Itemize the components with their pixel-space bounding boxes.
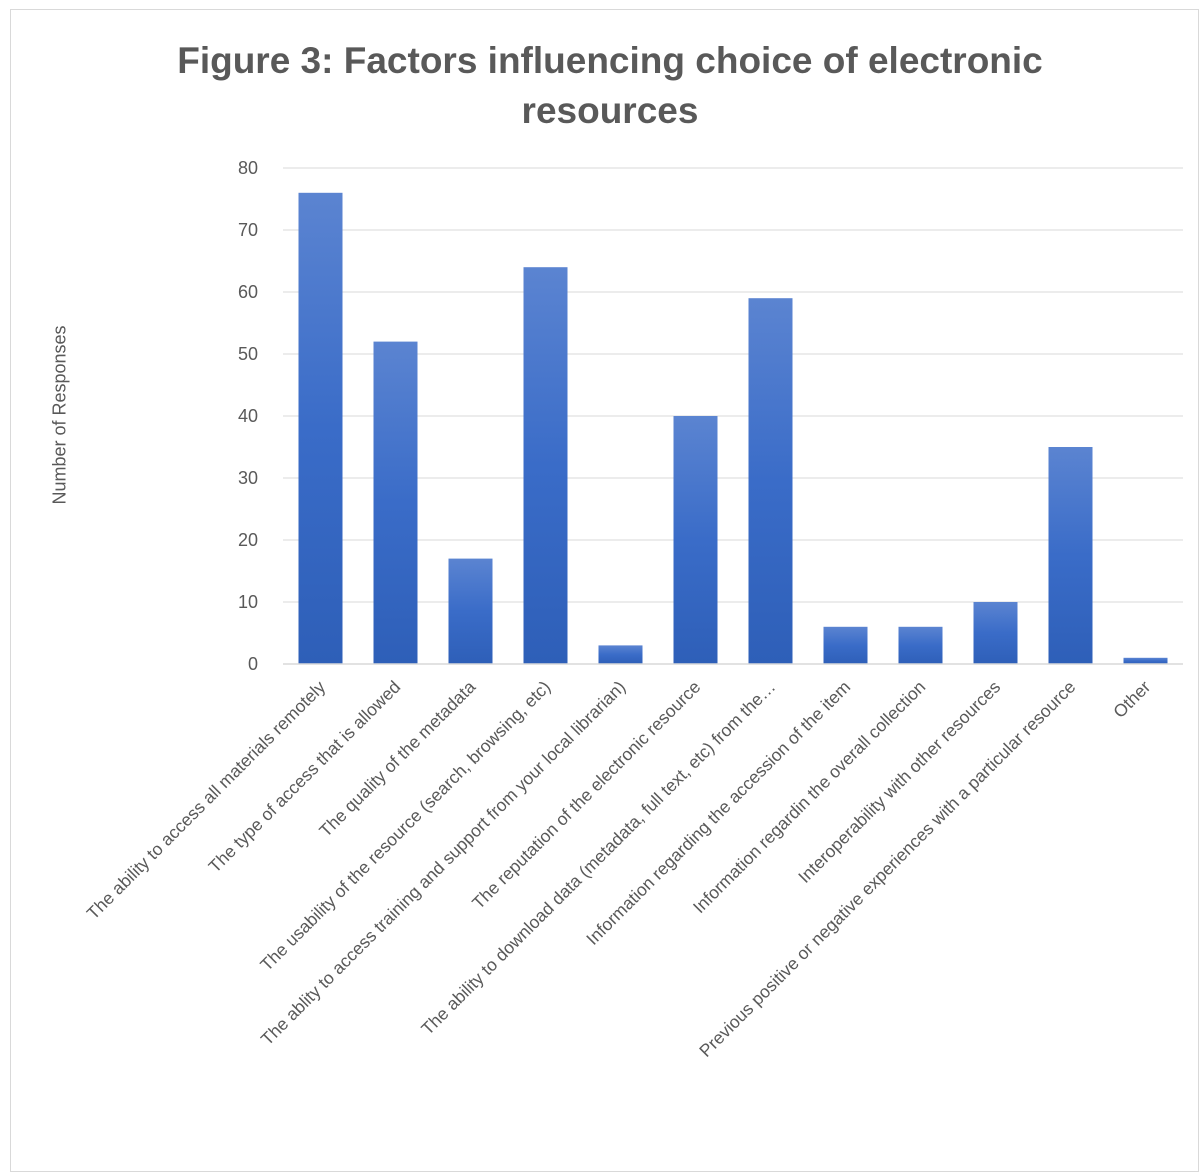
bar xyxy=(373,341,418,664)
bar xyxy=(1048,447,1093,664)
bar xyxy=(673,416,718,664)
y-tick-label: 30 xyxy=(238,468,258,488)
y-tick-label: 80 xyxy=(238,158,258,178)
x-category-label: The quality of the metadata xyxy=(315,676,479,840)
chart-area xyxy=(10,9,1199,1172)
bar xyxy=(523,267,568,664)
bar xyxy=(898,626,943,664)
bars xyxy=(298,192,1168,665)
bar xyxy=(748,298,793,664)
y-tick-label: 0 xyxy=(248,654,258,674)
bar xyxy=(973,602,1018,664)
y-tick-label: 10 xyxy=(238,592,258,612)
x-category-label: Other xyxy=(1109,677,1154,722)
bar xyxy=(598,645,643,664)
x-category-label: Previous positive or negative experience… xyxy=(695,677,1079,1061)
chart-title-line-1: Figure 3: Factors influencing choice of … xyxy=(177,40,1043,81)
y-tick-label: 60 xyxy=(238,282,258,302)
y-axis-ticks: 0 10 20 30 40 50 60 70 80 xyxy=(238,158,258,674)
bar xyxy=(1123,657,1168,664)
y-tick-label: 50 xyxy=(238,344,258,364)
x-category-label: The ability to download data (metadata, … xyxy=(417,677,779,1039)
chart-title: Figure 3: Factors influencing choice of … xyxy=(0,36,1200,136)
y-tick-label: 40 xyxy=(238,406,258,426)
gridlines xyxy=(283,167,1183,603)
y-tick-label: 70 xyxy=(238,220,258,240)
x-axis-category-labels: The ability to access all materials remo… xyxy=(83,676,1155,1060)
x-category-label: Information regarding the accession of t… xyxy=(582,677,854,949)
x-category-label: The ablity to access training and suppor… xyxy=(257,677,629,1049)
bar xyxy=(823,626,868,664)
y-tick-label: 20 xyxy=(238,530,258,550)
chart-title-line-2: resources xyxy=(521,90,699,131)
x-category-label: The usability of the resource (search, b… xyxy=(256,677,554,975)
bar xyxy=(298,192,343,665)
bar xyxy=(448,558,493,664)
